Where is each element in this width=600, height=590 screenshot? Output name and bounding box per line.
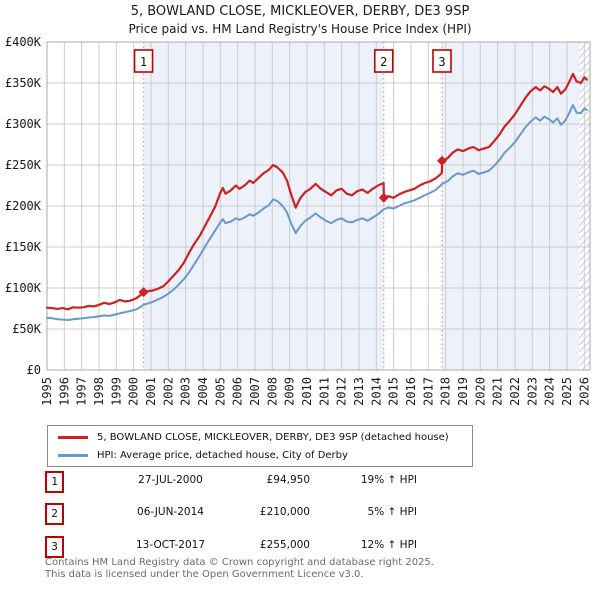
sale-date: 06-JUN-2014	[137, 506, 204, 518]
sale-date: 13-OCT-2017	[136, 539, 205, 551]
y-axis-label: £100K	[5, 281, 42, 295]
sale-number-box	[133, 49, 154, 73]
year-label: 2016	[404, 377, 418, 406]
y-axis-label: £200K	[5, 199, 42, 213]
sale-price: £94,950	[266, 474, 310, 486]
copyright-footer: Contains HM Land Registry data © Crown c…	[45, 557, 585, 581]
sale-marker-3	[436, 155, 447, 166]
price-history-chart: 1 2 3 £0 £50K £100K £150K £200K £250K £300K £350K £…	[5, 35, 591, 406]
year-label: 2006	[231, 377, 245, 406]
year-label: 2022	[508, 377, 522, 406]
year-label: 1998	[92, 377, 106, 406]
year-label: 2024	[543, 377, 557, 406]
year-label: 2010	[300, 377, 314, 406]
year-label: 2000	[127, 377, 141, 406]
year-label: 2001	[144, 377, 158, 406]
table-row: 2 06-JUN-2014 £210,000 5% ↑ HPI	[45, 503, 465, 525]
legend-item-hpi: HPI: Average price, detached house, City…	[48, 446, 472, 464]
year-label: 2011	[317, 377, 331, 406]
y-axis-label: £250K	[5, 158, 42, 172]
sale-number-label: 2	[380, 55, 387, 69]
sale-vs-hpi: 19% ↑ HPI	[360, 474, 417, 486]
year-label: 1995	[40, 377, 54, 406]
footer-line: Contains HM Land Registry data © Crown c…	[45, 557, 434, 568]
year-label: 2003	[179, 377, 193, 406]
sale-date: 27-JUL-2000	[138, 474, 203, 486]
sale-number-badge: 3	[45, 536, 64, 558]
y-axis-label: £350K	[5, 76, 42, 90]
year-label: 2017	[421, 377, 435, 406]
y-axis-label: £0	[27, 363, 41, 377]
page-subtitle: Price paid vs. HM Land Registry's House …	[128, 22, 472, 36]
sale-number-box	[432, 49, 452, 73]
chart-legend: 5, BOWLAND CLOSE, MICKLEOVER, DERBY, DE3…	[47, 425, 473, 467]
footer-line: This data is licensed under the Open Gov…	[45, 569, 364, 580]
legend-label: 5, BOWLAND CLOSE, MICKLEOVER, DERBY, DE3…	[97, 431, 449, 443]
y-axis-label: £300K	[5, 117, 42, 131]
legend-item-price-paid: 5, BOWLAND CLOSE, MICKLEOVER, DERBY, DE3…	[48, 428, 472, 446]
hpi-line	[46, 104, 588, 321]
sale-number-box	[373, 49, 394, 73]
year-label: 2025	[560, 377, 574, 406]
year-label: 2014	[369, 377, 383, 406]
year-label: 1999	[109, 377, 123, 406]
table-row: 3 13-OCT-2017 £255,000 12% ↑ HPI	[45, 536, 465, 558]
year-label: 2004	[196, 377, 210, 406]
sale-marker-1	[138, 287, 149, 298]
sale-vs-hpi: 12% ↑ HPI	[360, 539, 417, 551]
year-label: 2002	[161, 377, 175, 406]
sale-number-badge: 2	[45, 503, 64, 525]
year-label: 2018	[439, 377, 453, 406]
year-label: 2020	[473, 377, 487, 406]
sale-number-label: 1	[140, 55, 147, 69]
hpi-line-swatch	[58, 453, 88, 457]
year-label: 2023	[525, 377, 539, 406]
table-row: 1 27-JUL-2000 £94,950 19% ↑ HPI	[45, 471, 465, 493]
year-label: 2007	[248, 377, 262, 406]
year-label: 1996	[57, 377, 71, 406]
year-label: 2009	[283, 377, 297, 406]
price-paid-line-swatch	[58, 435, 88, 439]
page-title: 5, BOWLAND CLOSE, MICKLEOVER, DERBY, DE3…	[130, 4, 470, 19]
sale-price: £210,000	[259, 506, 310, 518]
year-label: 2008	[265, 377, 279, 406]
y-axis-label: £400K	[5, 35, 42, 49]
year-label: 2021	[491, 377, 505, 406]
year-label: 2012	[335, 377, 349, 406]
legend-label: HPI: Average price, detached house, City…	[97, 449, 348, 461]
sale-vs-hpi: 5% ↑ HPI	[367, 506, 417, 518]
sale-number-badge: 1	[45, 471, 64, 493]
y-axis-label: £50K	[12, 322, 42, 336]
plot-border	[46, 41, 591, 371]
year-label: 2026	[577, 377, 591, 406]
sale-marker-2	[378, 192, 389, 203]
year-label: 2005	[213, 377, 227, 406]
year-label: 2013	[352, 377, 366, 406]
sale-number-label: 3	[438, 55, 445, 69]
year-label: 2015	[387, 377, 401, 406]
year-label: 2019	[456, 377, 470, 406]
sale-price: £255,000	[259, 539, 310, 551]
y-axis-label: £150K	[5, 240, 42, 254]
year-label: 1997	[75, 377, 89, 406]
